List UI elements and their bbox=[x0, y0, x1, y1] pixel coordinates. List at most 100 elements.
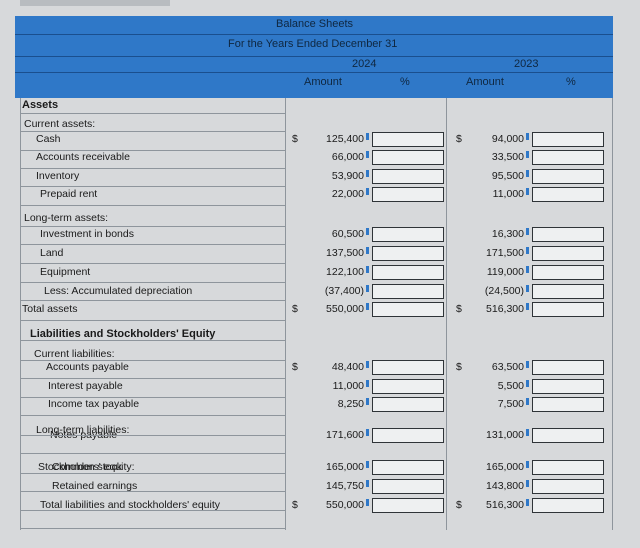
grid-rule bbox=[20, 340, 285, 341]
long-term-liabilities-heading: Long-term liabilities: bbox=[36, 424, 130, 436]
amount-2024: (37,400) bbox=[324, 285, 364, 297]
percent-input-2023[interactable] bbox=[532, 428, 604, 443]
percent-input-2023[interactable] bbox=[532, 397, 604, 412]
percent-input-2024[interactable] bbox=[372, 479, 444, 494]
current-liabilities-heading: Current liabilities: bbox=[34, 348, 115, 360]
grid-rule bbox=[20, 226, 285, 227]
stockholders-equity-heading: Stockholders' equity: bbox=[38, 461, 135, 473]
input-marker bbox=[366, 461, 369, 468]
line-item-label: Prepaid rent bbox=[40, 188, 98, 200]
amount-header-2023: Amount bbox=[466, 76, 504, 88]
percent-input-2024[interactable] bbox=[372, 379, 444, 394]
percent-input-2024[interactable] bbox=[372, 265, 444, 280]
amount-2024: 48,400 bbox=[331, 361, 364, 373]
input-marker bbox=[366, 266, 369, 273]
percent-input-2024[interactable] bbox=[372, 227, 444, 242]
year-2024-header: 2024 bbox=[352, 58, 377, 70]
percent-input-2024[interactable] bbox=[372, 460, 444, 475]
grid-rule bbox=[20, 186, 285, 187]
percent-input-2023[interactable] bbox=[532, 302, 604, 317]
input-marker bbox=[526, 188, 529, 195]
input-marker bbox=[526, 247, 529, 254]
percent-input-2024[interactable] bbox=[372, 132, 444, 147]
liab-equity-heading: Liabilities and Stockholders' Equity bbox=[30, 328, 216, 340]
percent-input-2024[interactable] bbox=[372, 498, 444, 513]
input-marker bbox=[366, 429, 369, 436]
line-item-label: Investment in bonds bbox=[40, 228, 134, 240]
percent-input-2023[interactable] bbox=[532, 227, 604, 242]
input-marker bbox=[526, 380, 529, 387]
grid-rule bbox=[20, 300, 285, 301]
percent-input-2023[interactable] bbox=[532, 498, 604, 513]
amount-2023: 94,000 bbox=[491, 133, 524, 145]
percent-input-2023[interactable] bbox=[532, 360, 604, 375]
input-marker bbox=[366, 380, 369, 387]
grid-rule bbox=[20, 320, 285, 321]
input-marker bbox=[366, 480, 369, 487]
line-item-label: Total liabilities and stockholders' equi… bbox=[40, 499, 221, 511]
amount-2024: 60,500 bbox=[331, 228, 364, 240]
amount-2023: 63,500 bbox=[491, 361, 524, 373]
percent-input-2023[interactable] bbox=[532, 246, 604, 261]
amount-2023: 95,500 bbox=[491, 170, 524, 182]
percent-input-2023[interactable] bbox=[532, 169, 604, 184]
amount-2023: (24,500) bbox=[484, 285, 524, 297]
grid-rule bbox=[20, 397, 285, 398]
header-divider bbox=[15, 34, 613, 35]
long-term-assets-heading: Long-term assets: bbox=[24, 212, 109, 224]
amount-2023: 171,500 bbox=[486, 247, 524, 259]
percent-input-2024[interactable] bbox=[372, 302, 444, 317]
percent-input-2023[interactable] bbox=[532, 132, 604, 147]
amount-2024: 137,500 bbox=[326, 247, 364, 259]
grid-rule bbox=[20, 435, 285, 436]
line-item-label: Income tax payable bbox=[48, 398, 140, 410]
percent-input-2024[interactable] bbox=[372, 150, 444, 165]
input-marker bbox=[526, 228, 529, 235]
amount-2023: 33,500 bbox=[491, 151, 524, 163]
input-marker bbox=[526, 151, 529, 158]
percent-input-2023[interactable] bbox=[532, 460, 604, 475]
current-assets-heading: Current assets: bbox=[24, 118, 96, 130]
input-marker bbox=[366, 303, 369, 310]
header-band bbox=[15, 16, 613, 98]
line-item-label: Land bbox=[40, 247, 64, 259]
input-marker bbox=[526, 461, 529, 468]
grid-rule bbox=[20, 263, 285, 264]
input-marker bbox=[526, 266, 529, 273]
amount-2023: 143,800 bbox=[486, 480, 524, 492]
amount-2024: 22,000 bbox=[331, 188, 364, 200]
percent-input-2024[interactable] bbox=[372, 428, 444, 443]
input-marker bbox=[526, 133, 529, 140]
input-marker bbox=[526, 499, 529, 506]
line-item-label: Inventory bbox=[36, 170, 80, 182]
dollar-sign-2023: $ bbox=[456, 499, 462, 511]
grid-rule bbox=[20, 360, 285, 361]
grid-rule bbox=[20, 510, 285, 511]
amount-2024: 165,000 bbox=[326, 461, 364, 473]
grid-rule bbox=[20, 131, 285, 132]
percent-input-2023[interactable] bbox=[532, 265, 604, 280]
input-marker bbox=[526, 170, 529, 177]
percent-input-2024[interactable] bbox=[372, 360, 444, 375]
percent-input-2024[interactable] bbox=[372, 187, 444, 202]
percent-input-2024[interactable] bbox=[372, 169, 444, 184]
percent-input-2024[interactable] bbox=[372, 246, 444, 261]
percent-input-2024[interactable] bbox=[372, 284, 444, 299]
amount-2023: 165,000 bbox=[486, 461, 524, 473]
line-item-label: Total assets bbox=[22, 303, 78, 315]
input-marker bbox=[526, 285, 529, 292]
input-marker bbox=[366, 133, 369, 140]
amount-2023: 131,000 bbox=[486, 429, 524, 441]
sheet-title: Balance Sheets bbox=[276, 18, 354, 30]
percent-input-2023[interactable] bbox=[532, 284, 604, 299]
line-item-label: Interest payable bbox=[48, 380, 123, 392]
percent-input-2023[interactable] bbox=[532, 150, 604, 165]
percent-input-2023[interactable] bbox=[532, 479, 604, 494]
percent-input-2023[interactable] bbox=[532, 379, 604, 394]
percent-input-2023[interactable] bbox=[532, 187, 604, 202]
grid-rule bbox=[20, 473, 285, 474]
cropped-heading-remnant bbox=[20, 0, 170, 6]
percent-input-2024[interactable] bbox=[372, 397, 444, 412]
line-item-label: Cash bbox=[36, 133, 61, 145]
